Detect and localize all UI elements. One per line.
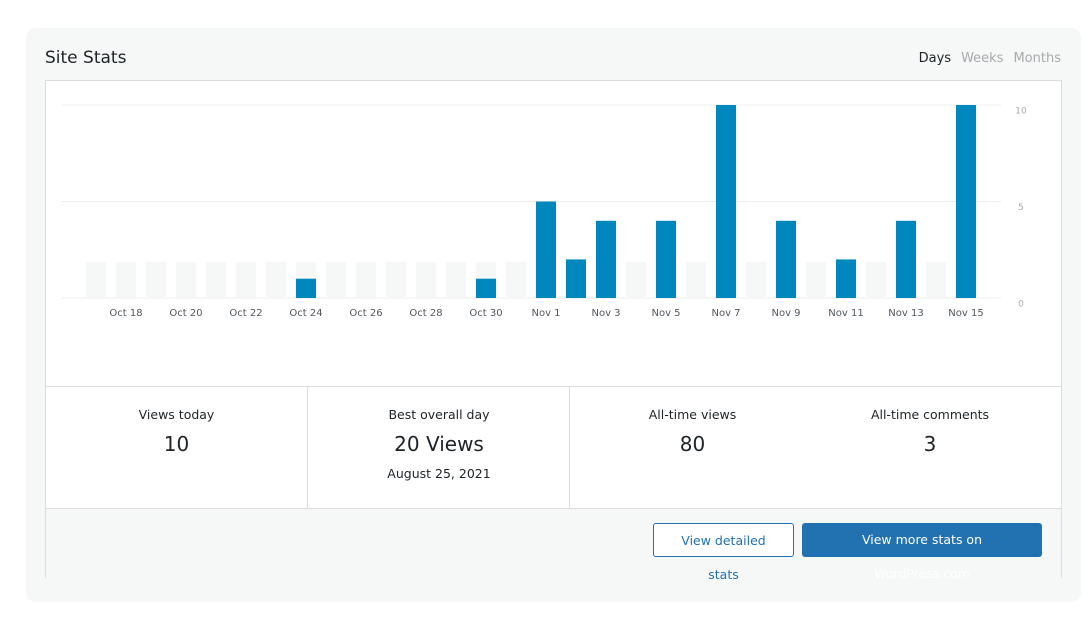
button[interactable]: View more stats on WordPress.com [802,523,1042,581]
bar-background [746,262,766,298]
period-tabs: Days Weeks Months [909,51,1061,66]
bar-background [446,262,466,298]
y-tick-label: 10 [1015,107,1027,117]
tab[interactable]: Weeks [961,51,1004,66]
x-tick-label: Oct 18 [109,308,142,319]
stat-value: 20 Views [394,432,484,456]
bar-background [686,262,706,298]
stat: Best overall day 20 Views August 25, 2021 [308,387,570,509]
stat: All-time views 80 [570,387,815,509]
bar [566,259,586,298]
bar-background [266,262,286,298]
stat: Views today 10 [46,387,307,509]
divider [569,387,570,509]
stat-label: Views today [138,407,215,422]
bar-background [806,262,826,298]
bar [776,220,796,298]
bar [596,220,616,298]
bar-background [146,262,166,298]
bar-background [626,262,646,298]
bar [296,278,316,298]
stat-note: August 25, 2021 [387,466,491,481]
bar-background [356,262,376,298]
bar-background [206,262,226,298]
x-tick-label: Oct 26 [349,308,382,319]
tab[interactable]: Months [1013,51,1061,66]
stat-label: Best overall day [388,407,490,422]
bar [716,105,736,298]
y-tick-label: 5 [1018,203,1024,213]
bar-background [236,262,256,298]
x-tick-label: Oct 28 [409,308,442,319]
x-tick-label: Nov 7 [711,308,740,319]
bar [476,278,496,298]
bar-background [506,262,526,298]
stat-value: 10 [163,432,190,456]
bar-background [116,262,136,298]
bar-background [926,262,946,298]
bar [896,220,916,298]
bar-background [866,262,886,298]
footer: View detailed stats View more stats on W… [46,508,1061,582]
x-tick-label: Nov 15 [948,308,983,319]
x-tick-label: Nov 9 [771,308,800,319]
stats-box: 0 5 10 Oct 18 Oct 20 Oct 22 Oct 24 Oct 26 Oct 28… [45,80,1062,582]
x-tick-label: Oct 30 [469,308,502,319]
bar [656,220,676,298]
x-tick-label: Oct 20 [169,308,202,319]
x-tick-label: Nov 1 [531,308,560,319]
bar [536,201,556,298]
x-tick-label: Nov 3 [591,308,620,319]
chart: 0 5 10 Oct 18 Oct 20 Oct 22 Oct 24 Oct 26 Oct 28… [62,104,1027,319]
bar [956,105,976,298]
bar-background [176,262,196,298]
stat-value: 80 [679,432,706,456]
stat-value: 3 [923,432,937,456]
x-tick-label: Oct 24 [289,308,322,319]
stat: All-time comments 3 [815,387,1045,509]
y-tick-label: 0 [1018,300,1024,310]
divider [307,387,308,509]
stats-row: Views today 10 Best overall day 20 Views Au… [46,386,1061,509]
x-tick-label: Nov 5 [651,308,680,319]
bar-background [386,262,406,298]
x-tick-label: Nov 11 [828,308,863,319]
bar-background [86,262,106,298]
button[interactable]: View detailed stats [653,523,794,582]
tab[interactable]: Days [918,51,952,66]
bar-background [326,262,346,298]
stat-label: All-time views [648,407,737,422]
bar-background [416,262,436,298]
card-title: Site Stats [45,48,127,68]
stat-label: All-time comments [870,407,990,422]
bar [836,259,856,298]
x-tick-label: Oct 22 [229,308,262,319]
x-tick-label: Nov 13 [888,308,923,319]
stats-card: Site Stats Days Weeks Months 0 5 10 Oct 18 Oct… [26,28,1081,602]
